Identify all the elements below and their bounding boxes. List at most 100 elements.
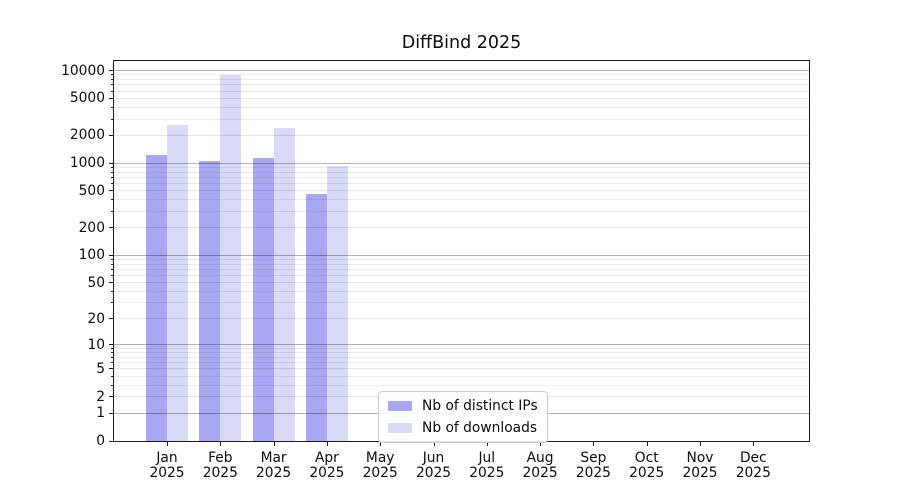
x-tick-year-jul: 2025: [469, 465, 505, 481]
y-tick-minor-4000: [110, 106, 113, 108]
gridline-y-minor-9: [114, 347, 809, 349]
x-tick-month-mar: Mar: [260, 450, 287, 466]
gridline-y-minor-7: [114, 356, 809, 358]
legend-swatch-distinct-ips: [388, 400, 412, 411]
x-tick-month-apr: Apr: [314, 450, 339, 466]
y-tick-minor-80: [110, 263, 113, 265]
x-tick-month-oct: Oct: [634, 450, 659, 466]
x-tick-mar: [273, 442, 275, 446]
x-tick-month-nov: Nov: [686, 450, 714, 466]
gridline-y-500: [114, 190, 809, 192]
gridline-y-1000: [114, 162, 809, 164]
x-tick-label-mar: Mar 2025: [232, 451, 316, 481]
gridline-y-minor-4000: [114, 106, 809, 108]
y-tick-minor-400: [110, 199, 113, 201]
y-tick-minor-700: [110, 176, 113, 178]
gridline-y-minor-90: [114, 259, 809, 261]
x-tick-month-jun: Jun: [422, 450, 445, 466]
y-tick-minor-60: [110, 275, 113, 277]
legend-item-downloads: Nb of downloads: [388, 419, 538, 436]
y-tick-minor-7000: [110, 84, 113, 86]
gridline-y-minor-300: [114, 210, 809, 212]
y-tick-minor-40: [110, 291, 113, 293]
y-tick-50: [109, 282, 113, 284]
x-tick-nov: [700, 442, 701, 446]
gridline-y-minor-8000: [114, 79, 809, 81]
gridline-y-5: [114, 368, 809, 370]
y-tick-100: [109, 254, 113, 256]
legend-label-downloads: Nb of downloads: [422, 419, 538, 436]
x-tick-label-jul: Jul 2025: [445, 451, 529, 481]
x-tick-label-sep: Sep 2025: [551, 451, 635, 481]
y-tick-2000: [109, 134, 113, 136]
x-tick-year-mar: 2025: [256, 465, 292, 481]
y-tick-label-50: 50: [87, 274, 105, 291]
x-tick-month-sep: Sep: [580, 450, 607, 466]
y-tick-minor-3000: [110, 118, 113, 120]
x-tick-year-jan: 2025: [149, 465, 185, 481]
x-tick-oct: [646, 442, 648, 446]
x-tick-apr: [326, 442, 328, 446]
bar-ips-jan: [146, 154, 167, 441]
x-tick-jun: [433, 442, 435, 446]
y-tick-label-2000: 2000: [69, 127, 105, 144]
gridline-y-50: [114, 282, 809, 284]
y-tick-20: [109, 318, 113, 320]
bar-downloads-jan: [167, 125, 188, 441]
gridline-y-100: [114, 254, 809, 256]
bar-downloads-apr: [326, 166, 348, 441]
x-tick-aug: [540, 442, 542, 446]
y-tick-minor-70: [110, 269, 113, 271]
y-tick-1000: [109, 162, 113, 164]
y-tick-10: [109, 344, 113, 346]
x-tick-may: [380, 442, 382, 446]
x-tick-label-feb: Feb 2025: [178, 451, 262, 481]
y-tick-minor-6000: [110, 90, 113, 92]
legend: Nb of distinct IPs Nb of downloads: [378, 391, 548, 443]
gridline-y-10: [114, 344, 809, 346]
y-tick-minor-800: [110, 171, 113, 173]
y-tick-1: [109, 412, 113, 414]
x-tick-month-dec: Dec: [739, 450, 767, 466]
x-tick-year-may: 2025: [362, 465, 398, 481]
x-tick-jan: [167, 442, 168, 446]
gridline-y-minor-60: [114, 275, 809, 277]
gridline-y-minor-7000: [114, 84, 809, 86]
y-tick-label-10000: 10000: [61, 62, 105, 79]
y-tick-label-2: 2: [96, 388, 105, 405]
gridline-y-20: [114, 318, 809, 320]
y-tick-label-20: 20: [87, 310, 105, 327]
gridline-y-2000: [114, 134, 809, 136]
gridline-y-10000: [114, 70, 809, 72]
x-tick-label-aug: Aug 2025: [498, 451, 582, 481]
gridline-y-minor-800: [114, 171, 809, 173]
gridline-y-minor-80: [114, 263, 809, 265]
x-tick-jul: [486, 442, 488, 446]
y-tick-minor-9000: [110, 74, 113, 76]
y-tick-200: [109, 227, 113, 229]
y-tick-minor-4: [110, 375, 113, 377]
x-tick-label-may: May 2025: [338, 451, 422, 481]
x-tick-label-oct: Oct 2025: [605, 451, 689, 481]
legend-item-distinct-ips: Nb of distinct IPs: [388, 397, 538, 414]
y-tick-minor-3: [110, 384, 113, 386]
x-tick-month-may: May: [365, 450, 395, 466]
x-tick-year-dec: 2025: [735, 465, 771, 481]
bar-ips-apr: [305, 194, 327, 441]
y-tick-label-1: 1: [96, 405, 105, 422]
y-tick-label-0: 0: [96, 433, 105, 449]
bar-downloads-feb: [220, 75, 242, 441]
y-tick-label-5: 5: [96, 360, 105, 377]
x-tick-year-jun: 2025: [415, 465, 452, 481]
x-tick-month-aug: Aug: [526, 450, 554, 466]
y-tick-label-200: 200: [78, 219, 105, 236]
x-tick-year-aug: 2025: [522, 465, 558, 481]
gridline-y-minor-9000: [114, 74, 809, 76]
gridline-y-minor-400: [114, 199, 809, 201]
y-tick-minor-9: [110, 347, 113, 349]
x-tick-label-jun: Jun 2025: [392, 451, 476, 481]
gridline-y-5000: [114, 97, 809, 99]
bar-ips-feb: [199, 161, 221, 441]
y-tick-minor-900: [110, 166, 113, 168]
